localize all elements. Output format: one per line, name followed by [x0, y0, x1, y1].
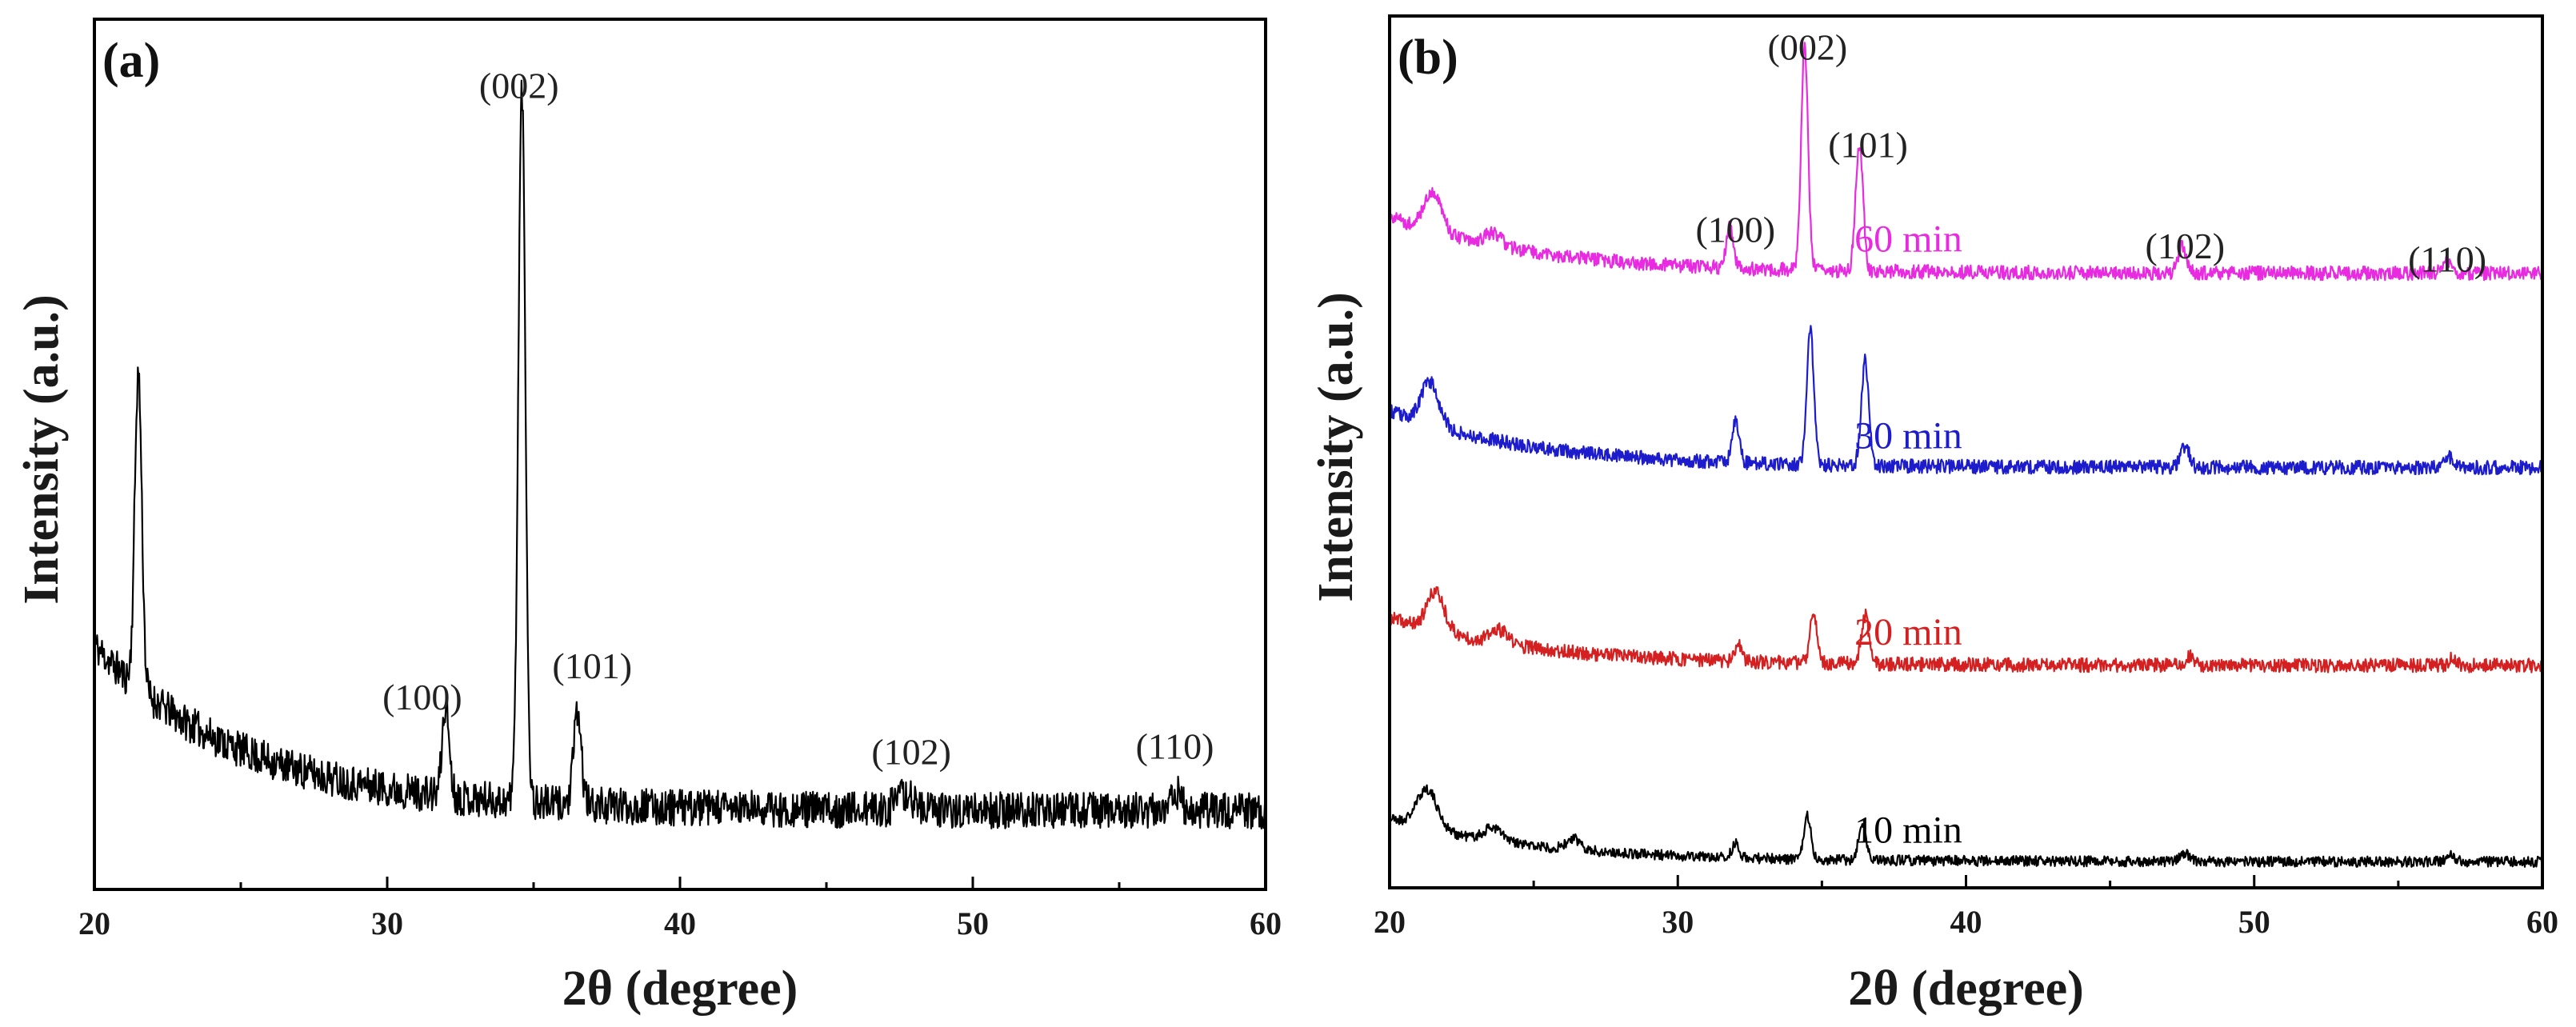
peak-label: (100) [382, 677, 462, 717]
series-label-60-min: 60 min [1854, 218, 1962, 260]
panel-a: 20 30 40 50 60 2θ (degree) Intensity (a.u.) (a)… [14, 18, 1282, 1016]
panel-b: 20 30 40 50 60 2θ (degree) Intensity (a.u.) (b)… [1309, 14, 2558, 1016]
series-label-20-min: 20 min [1854, 611, 1962, 653]
series-line-60-min [1390, 42, 2542, 282]
series-label-10-min: 10 min [1854, 809, 1962, 851]
series-line-30-min [1390, 325, 2542, 476]
panel-label: (a) [102, 34, 160, 88]
y-axis-title: Intensity (a.u.) [1309, 292, 1363, 602]
peak-label: (002) [479, 65, 559, 106]
y-axis-title: Intensity (a.u.) [14, 294, 69, 605]
x-tick-label: 50 [957, 905, 989, 941]
series-label-30-min: 30 min [1854, 415, 1962, 458]
peak-label: (101) [552, 645, 632, 686]
x-tick-label: 20 [1374, 904, 1406, 940]
peak-label: (002) [1768, 27, 1848, 68]
peak-label: (102) [871, 732, 951, 773]
peak-label: (101) [1828, 125, 1908, 166]
series-line-pattern [94, 79, 1266, 829]
peak-label: (102) [2145, 226, 2225, 266]
plot-frame [93, 18, 1267, 891]
x-tick-label: 30 [1662, 904, 1694, 940]
peak-label: (110) [2408, 238, 2486, 279]
x-tick-label: 50 [2238, 904, 2270, 940]
x-tick-label: 40 [1950, 904, 1982, 940]
x-tick-label: 20 [78, 905, 110, 941]
peak-label: (100) [1695, 209, 1775, 250]
peak-label: (110) [1136, 725, 1214, 766]
x-axis-title: 2θ (degree) [562, 961, 798, 1016]
series-line-10-min [1390, 784, 2542, 868]
x-tick-label: 60 [1250, 905, 1282, 941]
panel-label: (b) [1398, 30, 1458, 85]
x-tick-label: 30 [371, 905, 403, 941]
x-tick-label: 40 [664, 905, 696, 941]
x-axis-title: 2θ (degree) [1848, 961, 2084, 1016]
series-line-20-min [1390, 585, 2542, 673]
x-tick-label: 60 [2526, 904, 2558, 940]
